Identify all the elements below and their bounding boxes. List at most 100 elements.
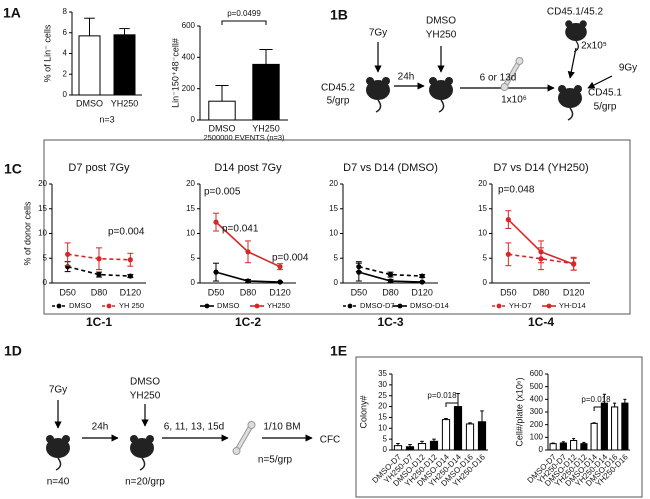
data-point [245, 249, 251, 255]
y-axis-label: % of donor cells [22, 201, 32, 266]
y-tick-label: 400 [182, 52, 196, 61]
diagram-label: 2x10⁵ [581, 41, 607, 52]
x-tick-label: DMSO [76, 98, 103, 108]
diagram-label: 1x10⁶ [501, 95, 527, 106]
legend-label: DMSO-D7 [360, 301, 395, 310]
y-tick-label: 0 [539, 445, 544, 454]
bone-shaft [234, 424, 254, 452]
mouse-ear [429, 77, 437, 85]
mouse-body [130, 438, 154, 458]
mouse-body [46, 438, 70, 458]
data-point [505, 251, 511, 257]
y-tick-label: 600 [182, 21, 196, 30]
x-tick-label: D120 [120, 287, 142, 297]
x-tick-label: D120 [563, 287, 585, 297]
panel-1c-box [43, 139, 631, 315]
data-point [356, 269, 362, 275]
bar [429, 440, 439, 451]
legend-marker [204, 303, 210, 309]
panel-label: 1C [4, 161, 22, 177]
x-tick-label: D80 [533, 287, 550, 297]
y-tick-label: 35 [378, 369, 387, 378]
annotation: p=0.0499 [227, 9, 261, 18]
mouse-body [565, 23, 587, 41]
y-axis-label: Colony# [358, 395, 368, 428]
bar [549, 443, 557, 451]
y-tick-label: 200 [530, 420, 544, 429]
y-tick-label: 8 [63, 7, 68, 16]
annotation: p=0.004 [108, 227, 145, 238]
y-tick-label: 0 [63, 90, 68, 99]
mouse-ear [445, 77, 453, 85]
mouse-ear [579, 20, 587, 28]
data-point [277, 264, 283, 270]
x-tick-label: D80 [382, 287, 399, 297]
data-point [245, 278, 251, 284]
significance-bracket [593, 406, 605, 411]
y-tick-label: 100 [530, 432, 544, 441]
bar [590, 422, 598, 451]
mouse-tail [55, 457, 62, 471]
diagram-label: YH250 [426, 30, 457, 41]
legend-marker [546, 303, 552, 309]
legend-label: DMSO [217, 301, 240, 310]
bone-icon [500, 57, 524, 91]
significance-bracket [445, 402, 459, 407]
data-point [277, 279, 283, 285]
mouse-ear [565, 20, 573, 28]
x-tick-label: YH250 [252, 123, 280, 133]
data-point [538, 249, 544, 255]
y-tick-label: 4 [63, 49, 68, 58]
mouse-ear [62, 435, 70, 443]
y-tick-label: 0 [483, 278, 488, 287]
mouse-icon [46, 435, 70, 471]
diagram-label: 5/grp [327, 96, 350, 107]
bar [208, 100, 236, 121]
bar [393, 445, 403, 451]
y-tick-label: 15 [329, 204, 338, 213]
diagram-label: 24h [398, 72, 415, 83]
data-point [387, 271, 394, 278]
y-tick-label: 10 [38, 229, 47, 238]
x-tick-label: D120 [269, 287, 291, 297]
legend-marker [496, 303, 502, 309]
chart-caption: 1C-4 [528, 315, 554, 329]
diagram-label: 24h [92, 422, 109, 433]
diagram-label: CD45.2 [321, 83, 355, 94]
data-point [213, 269, 219, 275]
y-tick-label: 20 [378, 402, 387, 411]
chart-title: D14 post 7Gy [214, 162, 282, 174]
legend-label: YH250 [267, 301, 290, 310]
chart-title: D7 post 7Gy [68, 162, 130, 174]
diagram-label: 5/grp [594, 102, 617, 113]
bar [580, 443, 588, 451]
y-axis-label: Cell#/plate (x10⁶) [514, 377, 524, 446]
y-tick-label: 300 [530, 407, 544, 416]
bar [405, 446, 415, 451]
annotation: p=0.018 [581, 395, 611, 404]
y-tick-label: 15 [478, 204, 487, 213]
y-tick-label: 600 [530, 369, 544, 378]
y-tick-label: 10 [478, 229, 487, 238]
mouse-icon [429, 77, 453, 113]
mouse-ear [574, 85, 582, 93]
significance-bracket [221, 20, 267, 25]
data-point [96, 271, 102, 278]
bone-end [515, 57, 524, 66]
diagram-label: 6 or 13d [480, 73, 517, 84]
panel-1e-box [355, 356, 643, 498]
mouse-ear [130, 435, 138, 443]
y-tick-label: 5 [43, 253, 48, 262]
x-tick-label: D80 [91, 287, 108, 297]
bar [559, 442, 567, 451]
annotation: p=0.041 [222, 224, 259, 235]
mouse-icon [558, 85, 582, 121]
y-tick-label: 6 [63, 28, 68, 37]
bone-end [232, 446, 241, 455]
bone-end [500, 82, 509, 91]
mouse-icon [130, 435, 154, 471]
y-tick-label: 20 [38, 179, 47, 188]
annotation: p=0.048 [498, 185, 535, 196]
legend-label: YH-D14 [559, 301, 586, 310]
legend-label: YH 250 [119, 301, 144, 310]
